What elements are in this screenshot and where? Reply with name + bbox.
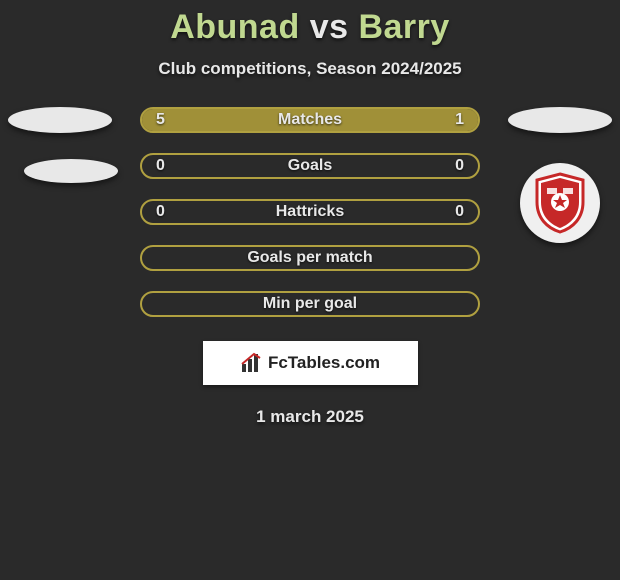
stat-value-left: 0: [156, 157, 165, 175]
player2-name: Barry: [358, 8, 449, 46]
page-title: Abunad vs Barry: [170, 8, 450, 47]
root: Abunad vs Barry Club competitions, Seaso…: [0, 0, 620, 427]
bar-chart-icon: [240, 352, 262, 374]
player1-avatar-placeholder: [8, 107, 112, 133]
stat-value-left: 5: [156, 111, 165, 129]
date-text: 1 march 2025: [256, 407, 364, 427]
stat-row: 0 0 Goals: [140, 153, 480, 179]
logo-text: FcTables.com: [268, 353, 380, 373]
stat-fill-left: [142, 109, 404, 131]
stat-row: 5 1 Matches: [140, 107, 480, 133]
stat-label: Min per goal: [263, 295, 357, 313]
vs-separator: vs: [310, 8, 349, 46]
shield-icon: [533, 172, 587, 234]
player2-avatar-placeholder: [508, 107, 612, 133]
stat-label: Goals: [288, 157, 332, 175]
stat-value-right: 1: [455, 111, 464, 129]
stats-area: 5 1 Matches 0 0 Goals 0 0 Hattricks Goals per mat…: [0, 107, 620, 317]
stat-row: Min per goal: [140, 291, 480, 317]
player1-club-placeholder: [24, 159, 118, 183]
stat-fill-right: [404, 109, 478, 131]
player1-name: Abunad: [170, 8, 300, 46]
stat-label: Matches: [278, 111, 342, 129]
stat-label: Goals per match: [247, 249, 372, 267]
stat-row: Goals per match: [140, 245, 480, 271]
stat-value-left: 0: [156, 203, 165, 221]
fctables-logo: FcTables.com: [203, 341, 418, 385]
stat-value-right: 0: [455, 157, 464, 175]
stat-label: Hattricks: [276, 203, 344, 221]
stat-value-right: 0: [455, 203, 464, 221]
subtitle: Club competitions, Season 2024/2025: [158, 59, 461, 79]
stat-row: 0 0 Hattricks: [140, 199, 480, 225]
player2-club-badge: [520, 163, 600, 243]
